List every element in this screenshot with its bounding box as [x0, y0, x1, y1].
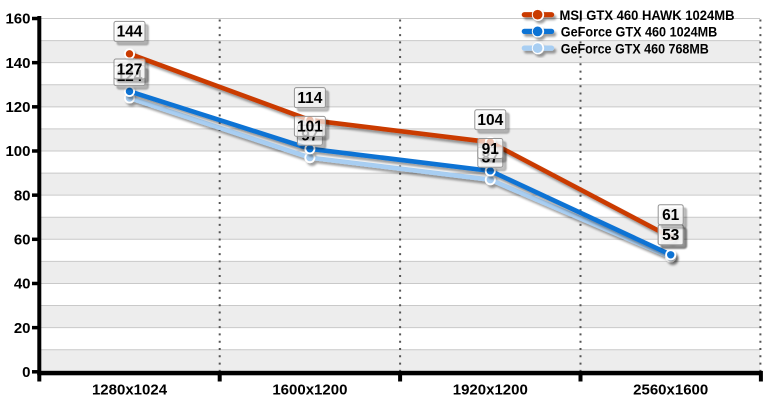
- svg-text:104: 104: [477, 112, 503, 129]
- svg-text:114: 114: [297, 90, 322, 107]
- svg-text:2560x1600: 2560x1600: [633, 381, 708, 398]
- svg-text:GeForce GTX 460 1024MB: GeForce GTX 460 1024MB: [561, 24, 718, 40]
- svg-text:120: 120: [5, 99, 30, 116]
- svg-text:1280x1024: 1280x1024: [92, 381, 168, 398]
- svg-text:GeForce GTX 460 768MB: GeForce GTX 460 768MB: [561, 40, 709, 56]
- svg-text:MSI GTX 460 HAWK 1024MB: MSI GTX 460 HAWK 1024MB: [560, 7, 735, 23]
- svg-text:60: 60: [14, 232, 31, 249]
- svg-text:100: 100: [5, 143, 30, 160]
- svg-text:0: 0: [22, 364, 30, 381]
- svg-text:80: 80: [14, 187, 31, 204]
- svg-text:91: 91: [482, 141, 500, 158]
- svg-text:20: 20: [14, 320, 31, 337]
- svg-text:101: 101: [297, 119, 323, 136]
- svg-text:1600x1200: 1600x1200: [272, 381, 347, 398]
- svg-text:53: 53: [662, 227, 680, 244]
- svg-text:61: 61: [662, 207, 680, 224]
- svg-text:160: 160: [5, 11, 30, 28]
- svg-text:1920x1200: 1920x1200: [453, 381, 528, 398]
- svg-text:144: 144: [117, 24, 143, 41]
- svg-text:140: 140: [5, 55, 30, 72]
- svg-text:40: 40: [14, 276, 31, 293]
- svg-text:127: 127: [117, 61, 143, 78]
